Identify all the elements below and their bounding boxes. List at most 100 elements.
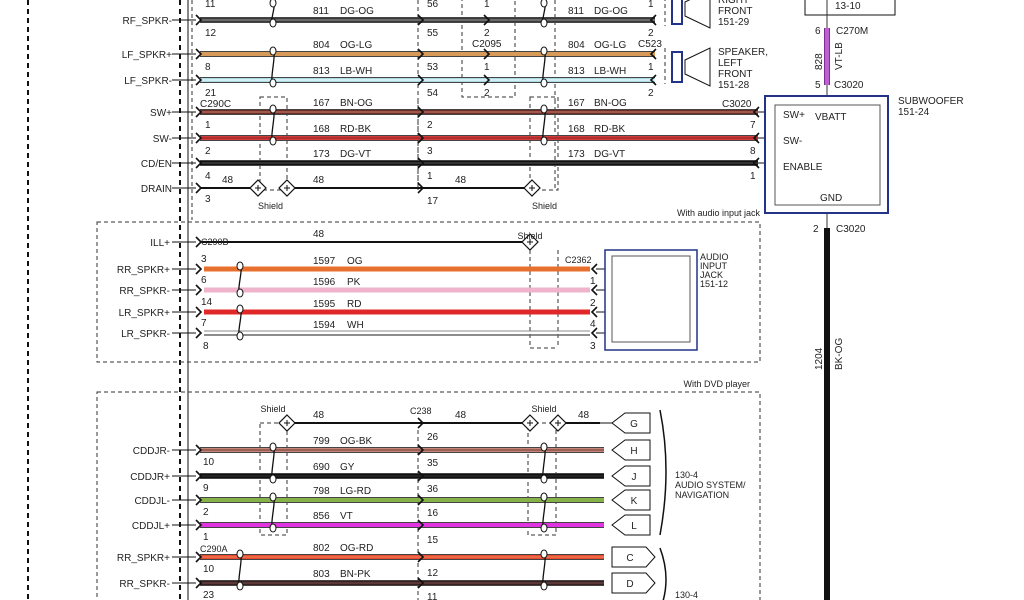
speaker-left-label: LEFT	[718, 58, 742, 69]
pin-number: 8	[205, 62, 211, 73]
terminal-label: ENABLE	[783, 162, 823, 173]
signal-label: LR_SPKR+	[119, 308, 171, 319]
signal-label: RR_SPKR+	[117, 553, 170, 564]
circuit-number: 798	[313, 486, 330, 497]
pin-number: 26	[427, 432, 439, 443]
signal-label: SW-	[153, 134, 172, 145]
circuit-number: 168	[313, 124, 330, 135]
connector-arrow-icon	[195, 74, 203, 86]
twist-loop	[269, 523, 277, 533]
signal-label: ILL+	[150, 238, 170, 249]
twist-loop	[540, 136, 548, 146]
pin-number: 1	[484, 0, 490, 10]
connector-tag-l-label: L	[631, 521, 637, 532]
connector-arrow-icon	[590, 306, 598, 318]
wire-color-code: LB-WH	[340, 66, 372, 77]
connector-arrow-icon	[752, 106, 760, 118]
circuit-number: 1596	[313, 277, 336, 288]
connector-tag-k-label: K	[631, 496, 638, 507]
pin-number: 15	[427, 535, 439, 546]
circuit-number: 48	[455, 175, 467, 186]
wire-color-code: OG-BK	[340, 436, 373, 447]
connector-arrow-icon	[195, 157, 203, 169]
subwoofer-title: SUBWOOFER	[898, 96, 964, 107]
connector-tag-h	[611, 439, 651, 461]
pin-number: 1	[590, 276, 596, 287]
connector-arrow-icon	[417, 132, 425, 144]
pin-number: 7	[201, 318, 207, 329]
connector-arrow-icon	[417, 48, 425, 60]
pin-number: 11	[205, 0, 216, 10]
wire-color-code: GY	[340, 462, 355, 473]
signal-label: DRAIN	[141, 184, 172, 195]
connector-arrow-icon	[417, 417, 425, 429]
twist-loop	[269, 136, 277, 146]
connector-arrow-icon	[195, 494, 203, 506]
pin-number: 11	[427, 592, 438, 600]
connector-tag-d	[611, 572, 656, 594]
pin-number: 1	[648, 62, 654, 73]
pin-number: 1	[203, 532, 209, 543]
pin-number: 1	[648, 0, 654, 10]
twist-loop	[236, 331, 244, 341]
pin-number: 8	[750, 146, 756, 157]
speaker-left-label: FRONT	[718, 69, 752, 80]
terminal-label: SW+	[783, 110, 805, 121]
twist-loop	[269, 492, 277, 502]
shield-box	[259, 96, 288, 191]
connector-arrow-icon	[417, 551, 425, 563]
connector-label: C3020	[836, 224, 866, 235]
connector-arrow-icon	[195, 327, 203, 339]
shield-label: Shield	[532, 201, 557, 211]
connector-arrow-icon	[483, 74, 491, 86]
connector-arrow-icon	[195, 577, 203, 589]
twist-loop	[269, 46, 277, 56]
wire-color-code: DG-VT	[594, 149, 625, 160]
wire-color-code: OG	[347, 256, 363, 267]
connector-arrow-icon	[417, 74, 425, 86]
twist-loop	[540, 0, 548, 8]
circuit-number: 1597	[313, 256, 336, 267]
connector-arrow-icon	[417, 157, 425, 169]
twist-loop	[540, 104, 548, 114]
connector-label: C290A	[200, 544, 228, 554]
audio-jack-title: 151-12	[700, 279, 728, 289]
pin-number: 53	[427, 62, 439, 73]
connector-arrow-icon	[195, 306, 203, 318]
circuit-number: 804	[313, 40, 330, 51]
signal-label: CD/EN	[141, 159, 172, 170]
pin-number: 2	[203, 507, 209, 518]
terminal-label: GND	[820, 193, 842, 204]
twist-loop	[269, 474, 277, 484]
connector-tag-h-label: H	[630, 446, 637, 457]
module-ref-label: 13-10	[835, 1, 861, 12]
connector-label: C3020	[834, 80, 864, 91]
pin-number: 14	[201, 297, 213, 308]
circuit-number: 173	[568, 149, 585, 160]
circuit-number: 1204	[814, 347, 825, 370]
connector-arrow-icon	[483, 14, 491, 26]
c2095-box	[461, 0, 516, 98]
connector-label: C290C	[200, 99, 231, 110]
connector-tag-j	[611, 465, 651, 487]
audio-jack-title: AUDIO	[700, 252, 729, 262]
wire-color-code: RD	[347, 299, 361, 310]
speaker-right-label: RIGHT	[718, 0, 749, 6]
wire-color-code: OG-LG	[340, 40, 372, 51]
brace-icon	[659, 547, 667, 600]
circuit-number: 167	[568, 98, 585, 109]
twist-loop	[540, 46, 548, 56]
connector-arrow-icon	[752, 157, 760, 169]
circuit-number: 811	[568, 6, 584, 17]
connector-label: C523	[638, 39, 662, 50]
connector-arrow-icon	[417, 444, 425, 456]
twist-loop	[540, 442, 548, 452]
circuit-number: 802	[313, 543, 330, 554]
section-label: With audio input jack	[677, 208, 761, 218]
pin-number: 21	[205, 88, 217, 99]
circuit-number: 173	[313, 149, 330, 160]
pin-number: 23	[203, 590, 215, 600]
wire-color-code: OG-LG	[594, 40, 626, 51]
connector-arrow-icon	[195, 263, 203, 275]
